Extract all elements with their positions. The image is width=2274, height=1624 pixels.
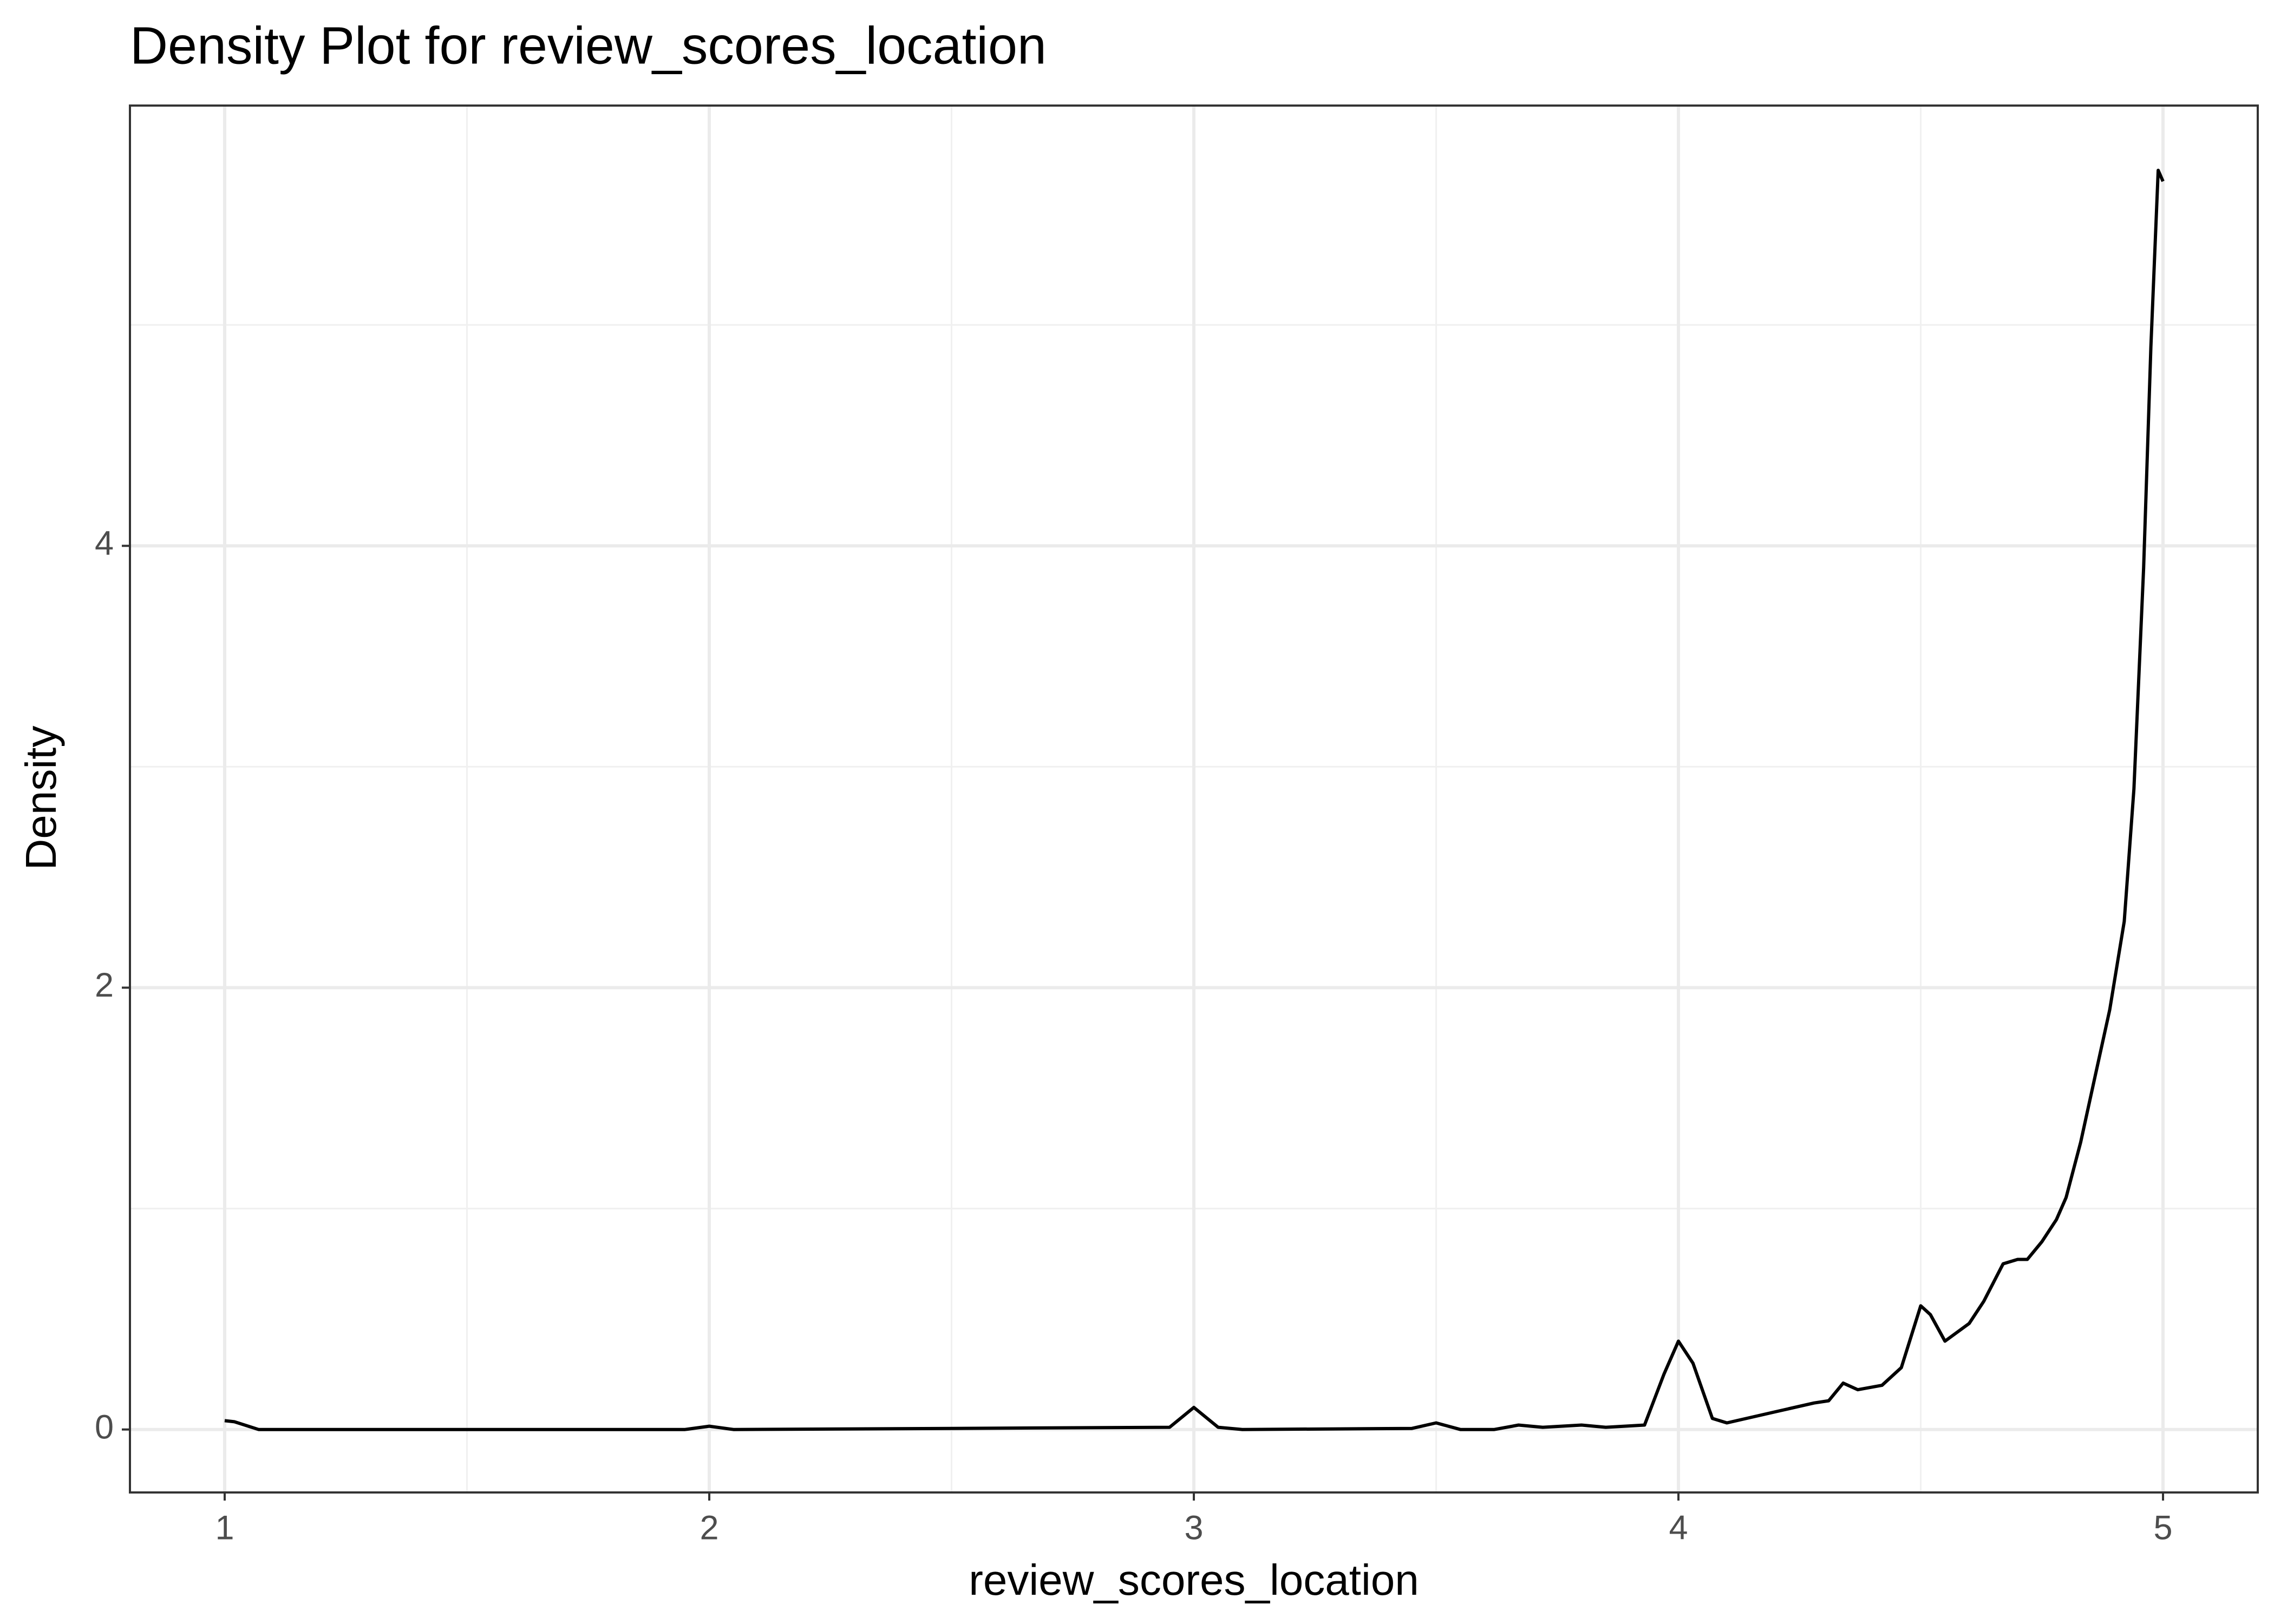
y-tick-label: 0: [95, 1408, 114, 1446]
y-axis-label: Density: [17, 726, 65, 870]
x-tick-label: 4: [1669, 1509, 1688, 1547]
y-tick-label: 2: [95, 966, 114, 1004]
x-tick-label: 3: [1184, 1509, 1203, 1547]
panel-border: [129, 104, 2259, 1494]
chart-title: Density Plot for review_scores_location: [130, 16, 1047, 75]
x-tick-label: 1: [215, 1509, 234, 1547]
x-axis-label: review_scores_location: [969, 1556, 1419, 1604]
y-tick-label: 4: [95, 525, 114, 562]
x-tick-label: 2: [700, 1509, 718, 1547]
x-tick-label: 5: [2154, 1509, 2173, 1547]
density-line: [224, 168, 2165, 1431]
